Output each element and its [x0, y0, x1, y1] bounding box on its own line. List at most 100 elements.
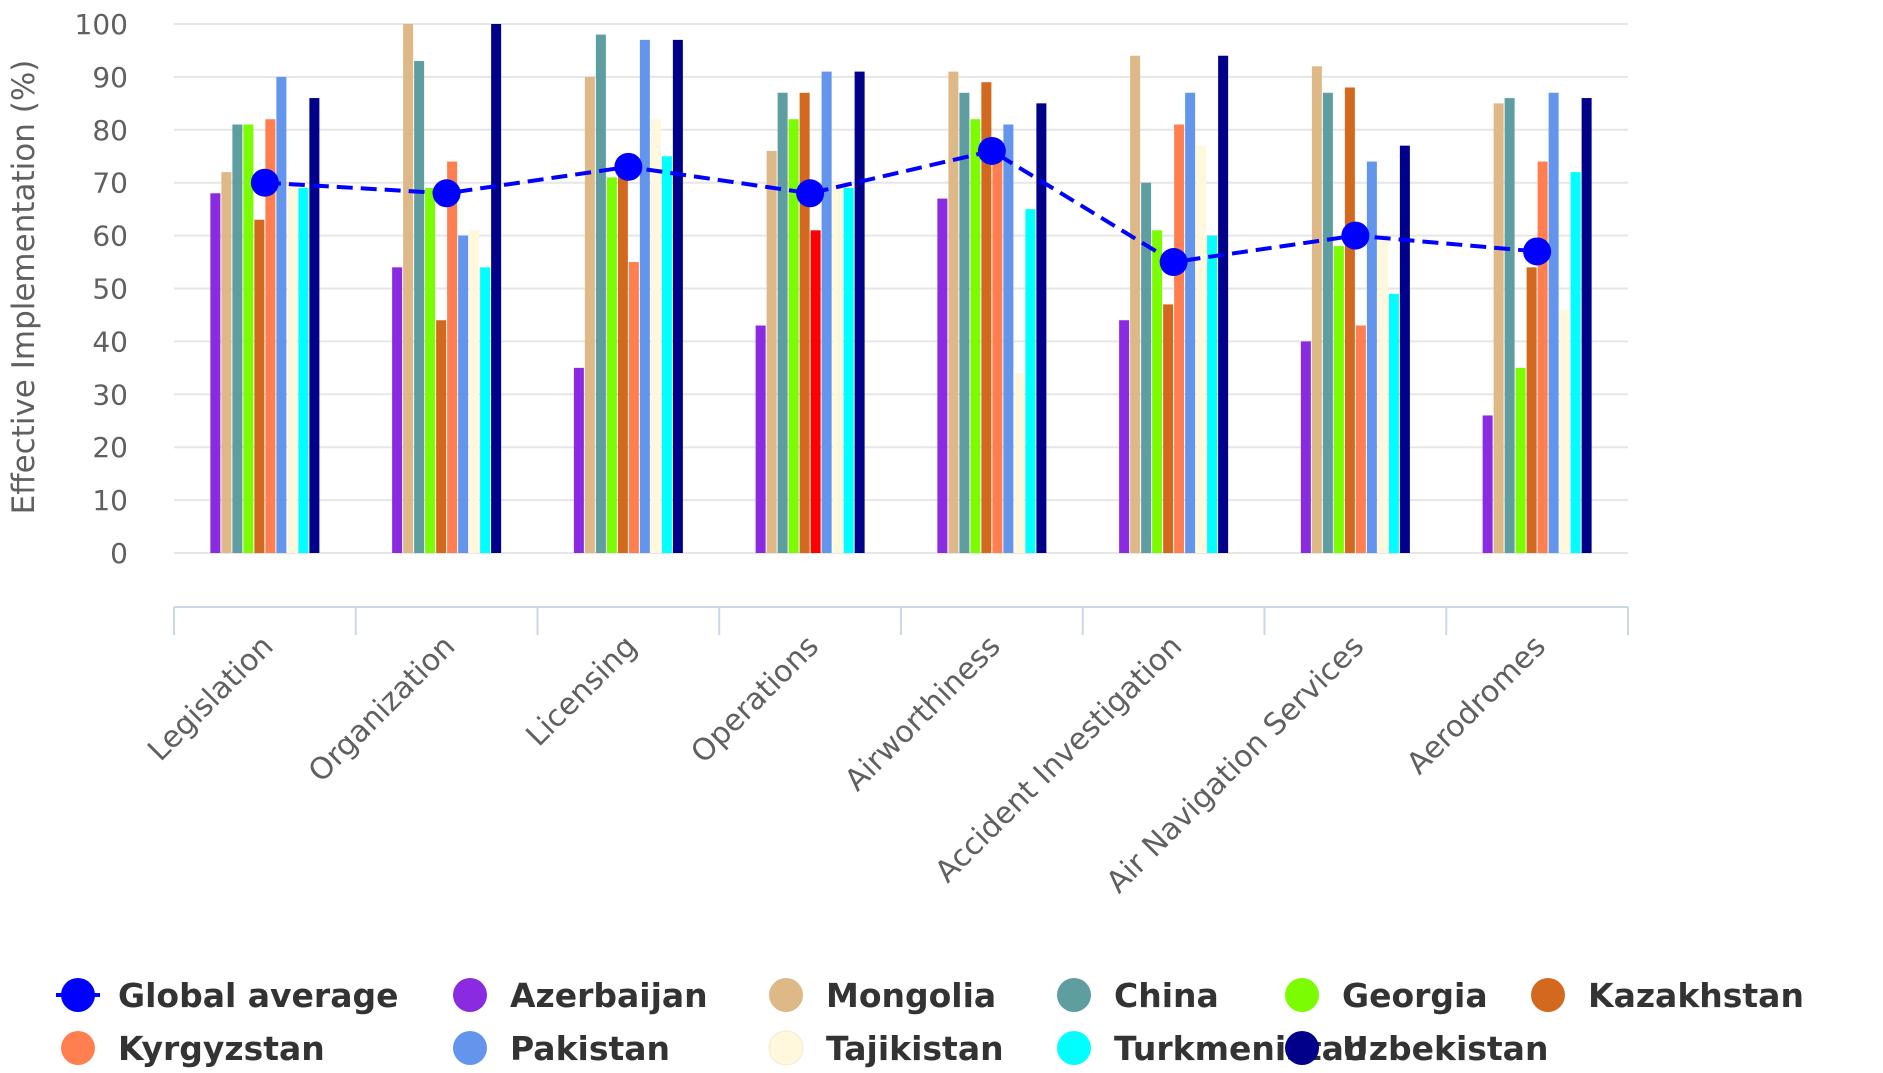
legend-item-tajikistan[interactable]: Tajikistan: [768, 1029, 1004, 1068]
global-average-marker-4[interactable]: [977, 136, 1006, 165]
bar-pakistan-4[interactable]: [1003, 124, 1014, 553]
bar-kyrgyzstan-5[interactable]: [1174, 124, 1185, 553]
bar-pakistan-3[interactable]: [821, 71, 832, 554]
bar-tajikistan-5[interactable]: [1196, 145, 1207, 554]
bar-kyrgyzstan-4[interactable]: [992, 140, 1003, 553]
bar-mongolia-2[interactable]: [584, 76, 595, 554]
bar-kyrgyzstan-0[interactable]: [265, 119, 276, 553]
bar-tajikistan-0[interactable]: [287, 182, 298, 553]
bar-uzbekistan-4[interactable]: [1036, 103, 1047, 553]
bar-azerbaijan-6[interactable]: [1300, 341, 1311, 553]
bar-pakistan-0[interactable]: [276, 76, 287, 554]
bar-uzbekistan-2[interactable]: [672, 39, 683, 554]
legend-item-uzbekistan[interactable]: Uzbekistan: [1285, 1029, 1548, 1068]
legend-item-turkmenistan[interactable]: Turkmenistan: [1057, 1029, 1367, 1068]
bar-tajikistan-3[interactable]: [832, 182, 843, 553]
bar-china-5[interactable]: [1141, 182, 1152, 553]
bar-georgia-7[interactable]: [1515, 367, 1526, 553]
bar-turkmenistan-3[interactable]: [843, 187, 854, 554]
bar-china-3[interactable]: [777, 92, 788, 554]
bar-uzbekistan-7[interactable]: [1581, 98, 1592, 553]
bar-georgia-0[interactable]: [243, 124, 254, 553]
bar-uzbekistan-5[interactable]: [1218, 55, 1229, 554]
bar-kazakhstan-5[interactable]: [1163, 304, 1174, 553]
bar-tajikistan-6[interactable]: [1377, 240, 1388, 553]
global-average-marker-5[interactable]: [1159, 248, 1188, 277]
legend-item-georgia[interactable]: Georgia: [1285, 976, 1488, 1015]
bar-kazakhstan-6[interactable]: [1344, 87, 1355, 553]
bar-mongolia-7[interactable]: [1493, 103, 1504, 553]
bar-turkmenistan-5[interactable]: [1207, 235, 1218, 553]
bar-tajikistan-4[interactable]: [1014, 373, 1025, 553]
y-tick-label: 0: [110, 537, 128, 570]
legend-item-mongolia[interactable]: Mongolia: [769, 976, 996, 1015]
bar-tajikistan-7[interactable]: [1559, 309, 1570, 553]
bar-kyrgyzstan-3[interactable]: [810, 230, 821, 553]
bar-georgia-5[interactable]: [1152, 230, 1163, 553]
bar-turkmenistan-6[interactable]: [1388, 293, 1399, 553]
bar-azerbaijan-1[interactable]: [392, 267, 403, 553]
bar-azerbaijan-7[interactable]: [1482, 415, 1493, 553]
bar-pakistan-7[interactable]: [1548, 92, 1559, 554]
bar-kazakhstan-4[interactable]: [981, 82, 992, 553]
global-average-marker-7[interactable]: [1523, 237, 1552, 266]
bar-kyrgyzstan-7[interactable]: [1537, 161, 1548, 554]
bar-china-2[interactable]: [595, 34, 606, 553]
bar-pakistan-6[interactable]: [1366, 161, 1377, 554]
bar-kyrgyzstan-6[interactable]: [1355, 325, 1366, 553]
bar-mongolia-4[interactable]: [948, 71, 959, 554]
bar-tajikistan-2[interactable]: [650, 119, 661, 553]
bar-kyrgyzstan-1[interactable]: [447, 161, 458, 554]
bar-kazakhstan-0[interactable]: [254, 219, 265, 554]
bar-turkmenistan-7[interactable]: [1570, 172, 1581, 553]
bar-mongolia-3[interactable]: [766, 150, 777, 553]
legend-item-china[interactable]: China: [1057, 976, 1219, 1015]
legend-item-azerbaijan[interactable]: Azerbaijan: [453, 976, 708, 1015]
bar-pakistan-2[interactable]: [639, 39, 650, 554]
bar-georgia-3[interactable]: [788, 119, 799, 553]
bar-turkmenistan-1[interactable]: [480, 267, 491, 553]
bar-pakistan-1[interactable]: [458, 235, 469, 553]
global-average-marker-0[interactable]: [250, 168, 279, 197]
bar-kazakhstan-1[interactable]: [436, 320, 447, 553]
bar-kazakhstan-7[interactable]: [1526, 267, 1537, 553]
bar-kyrgyzstan-2[interactable]: [628, 262, 639, 553]
bar-uzbekistan-1[interactable]: [491, 24, 502, 553]
bar-azerbaijan-5[interactable]: [1119, 320, 1130, 553]
global-average-marker-1[interactable]: [432, 179, 461, 208]
legend-item-kazakhstan[interactable]: Kazakhstan: [1531, 976, 1804, 1015]
legend-item-global-average[interactable]: Global average: [56, 976, 398, 1015]
bar-china-7[interactable]: [1504, 98, 1515, 553]
bar-kazakhstan-3[interactable]: [799, 92, 810, 554]
legend-item-pakistan[interactable]: Pakistan: [453, 1029, 670, 1068]
bar-tajikistan-1[interactable]: [469, 230, 480, 553]
bar-azerbaijan-3[interactable]: [755, 325, 766, 553]
bar-georgia-6[interactable]: [1333, 246, 1344, 553]
legend-item-kyrgyzstan[interactable]: Kyrgyzstan: [61, 1029, 325, 1068]
bar-china-4[interactable]: [959, 92, 970, 554]
bar-uzbekistan-3[interactable]: [854, 71, 865, 554]
bar-uzbekistan-0[interactable]: [309, 98, 320, 553]
bar-china-1[interactable]: [414, 61, 425, 553]
bar-georgia-4[interactable]: [970, 119, 981, 553]
bar-kazakhstan-2[interactable]: [617, 161, 628, 554]
bar-pakistan-5[interactable]: [1185, 92, 1196, 554]
global-average-marker-3[interactable]: [796, 179, 825, 208]
bar-turkmenistan-0[interactable]: [298, 187, 309, 554]
bar-georgia-1[interactable]: [425, 187, 436, 554]
bar-georgia-2[interactable]: [606, 177, 617, 553]
global-average-marker-2[interactable]: [614, 152, 643, 181]
bar-mongolia-6[interactable]: [1311, 66, 1322, 553]
bar-azerbaijan-4[interactable]: [937, 198, 948, 553]
bar-mongolia-5[interactable]: [1130, 55, 1141, 554]
bar-turkmenistan-4[interactable]: [1025, 209, 1036, 553]
bar-azerbaijan-0[interactable]: [210, 193, 221, 553]
bar-china-0[interactable]: [232, 124, 243, 553]
bar-china-6[interactable]: [1322, 92, 1333, 554]
bar-turkmenistan-2[interactable]: [661, 156, 672, 553]
bar-azerbaijan-2[interactable]: [573, 367, 584, 553]
global-average-marker-6[interactable]: [1341, 221, 1370, 250]
bar-mongolia-1[interactable]: [403, 24, 414, 553]
bar-mongolia-0[interactable]: [221, 172, 232, 553]
bar-uzbekistan-6[interactable]: [1399, 145, 1410, 554]
